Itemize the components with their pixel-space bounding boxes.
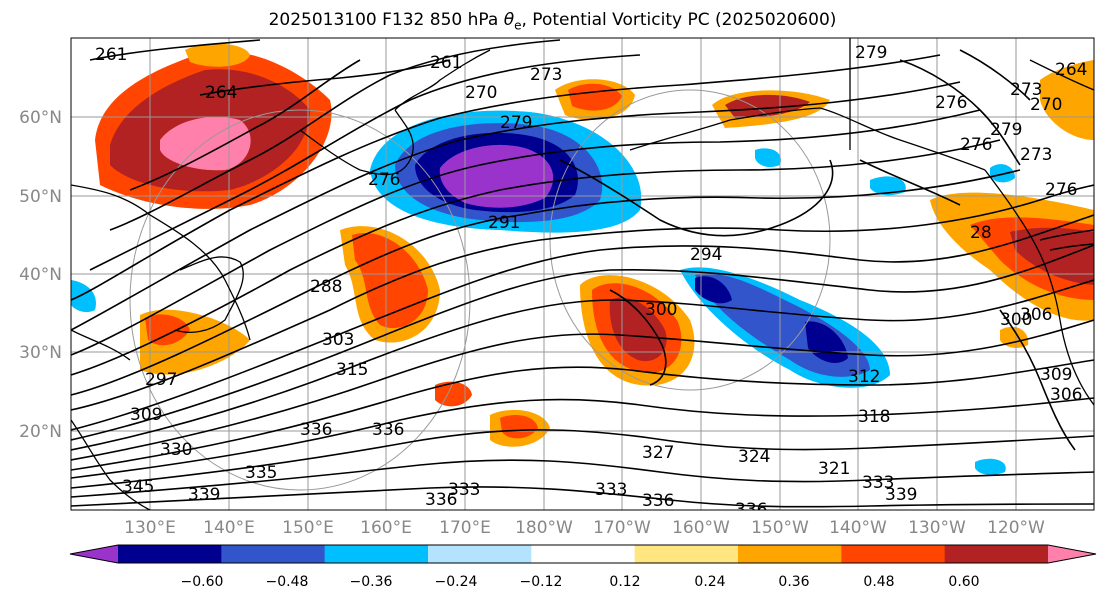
contour-labels: 261 261 264 270 273 279 279 276 276 276 … [95, 43, 1087, 520]
contour-label: 321 [818, 459, 850, 479]
contour-label: 339 [885, 485, 917, 505]
contour-label: 279 [990, 120, 1022, 140]
lon-label: 160°E [360, 518, 412, 538]
contour-label: 345 [122, 477, 154, 497]
contour-label: 291 [488, 213, 520, 233]
contour-label: 336 [735, 500, 767, 520]
map-title: 2025013100 F132 850 hPa θe, Potential Vo… [268, 10, 837, 33]
colorbar-swatch [1048, 545, 1096, 563]
contour-label: 309 [1040, 365, 1072, 385]
colorbar-swatch [70, 545, 118, 563]
lon-label: 140°E [203, 518, 255, 538]
contour-label: 273 [1020, 145, 1052, 165]
colorbar-swatch [324, 545, 429, 563]
contour-label: 336 [300, 420, 332, 440]
contour-label: 306 [1020, 305, 1052, 325]
lat-label: 20°N [19, 422, 62, 442]
map-graticule [71, 38, 1094, 510]
colorbar-tick: −0.36 [350, 574, 393, 590]
contour-label: 336 [425, 490, 457, 510]
colorbar-tick: 0.24 [694, 574, 725, 590]
contour-label: 276 [1045, 180, 1077, 200]
contour-label: 28 [970, 223, 992, 243]
contour-label: 335 [245, 463, 277, 483]
contour-label: 273 [1010, 80, 1042, 100]
contour-label: 276 [368, 170, 400, 190]
lon-label: 180°W [515, 518, 573, 538]
contour-label: 324 [738, 447, 770, 467]
colorbar-swatch [428, 545, 532, 563]
contour-label: 336 [372, 420, 404, 440]
colorbar-tick: 0.60 [948, 574, 979, 590]
longitude-labels: 130°E 140°E 150°E 160°E 170°E 180°W 170°… [124, 518, 1045, 538]
contour-label: 276 [935, 93, 967, 113]
lon-label: 130°W [908, 518, 966, 538]
contour-label: 288 [310, 277, 342, 297]
contour-label: 297 [145, 370, 177, 390]
colorbar-tick: 0.48 [863, 574, 894, 590]
contour-label: 261 [430, 53, 462, 73]
contour-label: 336 [642, 491, 674, 511]
lon-label: 170°W [593, 518, 651, 538]
colorbar-tick: 0.36 [778, 574, 809, 590]
contour-label: 309 [130, 405, 162, 425]
colorbar-tick: −0.60 [181, 574, 224, 590]
contour-label: 261 [95, 45, 127, 65]
contour-label: 333 [595, 480, 627, 500]
contour-label: 333 [862, 473, 894, 493]
contour-label: 279 [500, 113, 532, 133]
colorbar-swatch [221, 545, 326, 563]
contour-label: 294 [690, 245, 722, 265]
lon-label: 120°W [987, 518, 1045, 538]
contour-label: 300 [1000, 310, 1032, 330]
contour-label: 327 [642, 443, 674, 463]
contour-label: 264 [205, 83, 237, 103]
colorbar-swatch [118, 545, 222, 563]
contour-label: 306 [1050, 385, 1082, 405]
lon-label: 150°W [751, 518, 809, 538]
contour-label: 270 [1030, 95, 1062, 115]
contour-label: 270 [465, 83, 497, 103]
lon-label: 150°E [282, 518, 334, 538]
latitude-labels: 60°N 50°N 40°N 30°N 20°N [19, 108, 62, 442]
lat-label: 50°N [19, 187, 62, 207]
theta-e-contours [71, 39, 1094, 508]
contour-label: 312 [848, 367, 880, 387]
contour-label: 315 [336, 360, 368, 380]
colorbar-tick: −0.12 [520, 574, 563, 590]
colorbar-swatch [841, 545, 946, 563]
contour-label: 264 [1055, 60, 1087, 80]
colorbar-tick: 0.12 [609, 574, 640, 590]
lat-label: 40°N [19, 265, 62, 285]
contour-label: 330 [160, 440, 192, 460]
map-frame [70, 37, 1095, 511]
contour-label: 333 [448, 480, 480, 500]
colorbar-outline [69, 544, 1097, 564]
lat-label: 30°N [19, 343, 62, 363]
colorbar-swatch [944, 545, 1049, 563]
lat-label: 60°N [19, 108, 62, 128]
lon-label: 130°E [124, 518, 176, 538]
contour-label: 276 [960, 135, 992, 155]
lon-label: 160°W [672, 518, 730, 538]
colorbar-tick: −0.24 [435, 574, 478, 590]
lon-label: 170°E [439, 518, 491, 538]
colorbar-swatch [738, 545, 842, 563]
contour-label: 273 [530, 65, 562, 85]
lon-label: 140°W [829, 518, 887, 538]
contour-label: 339 [188, 485, 220, 505]
contour-label: 300 [645, 300, 677, 320]
pv-shading [71, 43, 1094, 475]
colorbar-swatch [634, 545, 739, 563]
colorbar: −0.60 −0.48 −0.36 −0.24 −0.12 0.12 0.24 … [69, 544, 1097, 590]
contour-label: 279 [855, 43, 887, 63]
colorbar-swatch [531, 545, 636, 563]
colorbar-tick: −0.48 [266, 574, 309, 590]
contour-label: 318 [858, 407, 890, 427]
contour-label: 303 [322, 330, 354, 350]
